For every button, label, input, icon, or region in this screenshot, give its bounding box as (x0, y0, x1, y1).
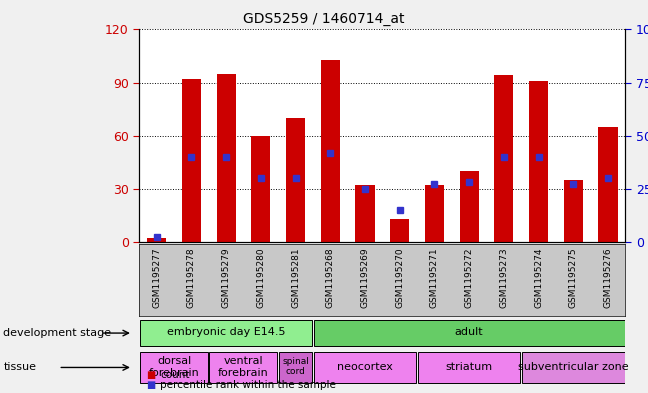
Text: GSM1195279: GSM1195279 (222, 247, 231, 308)
Bar (286, 118, 305, 242)
Bar (182, 79, 201, 242)
Bar (355, 185, 375, 242)
Bar (598, 127, 618, 242)
Text: dorsal
forebrain: dorsal forebrain (148, 356, 200, 378)
Bar (216, 73, 236, 242)
Bar (529, 81, 548, 242)
Text: ■: ■ (146, 370, 155, 380)
Text: percentile rank within the sample: percentile rank within the sample (160, 380, 336, 390)
Bar (140, 351, 208, 384)
Bar (390, 219, 410, 242)
Text: GSM1195281: GSM1195281 (291, 247, 300, 308)
Bar (314, 320, 625, 346)
Text: GSM1195273: GSM1195273 (500, 247, 508, 308)
Text: ■: ■ (146, 380, 155, 390)
Bar (425, 185, 444, 242)
Bar (140, 320, 312, 346)
Text: GDS5259 / 1460714_at: GDS5259 / 1460714_at (243, 12, 405, 26)
Text: GSM1195268: GSM1195268 (326, 247, 335, 308)
Text: GSM1195270: GSM1195270 (395, 247, 404, 308)
Bar (314, 351, 416, 384)
Text: GSM1195280: GSM1195280 (257, 247, 265, 308)
Bar (459, 171, 479, 242)
Text: GSM1195276: GSM1195276 (603, 247, 612, 308)
Text: development stage: development stage (3, 328, 111, 338)
Text: count: count (160, 370, 190, 380)
Text: ventral
forebrain: ventral forebrain (218, 356, 269, 378)
Bar (321, 59, 340, 242)
Text: spinal
cord: spinal cord (282, 357, 309, 376)
Text: GSM1195275: GSM1195275 (569, 247, 578, 308)
Text: GSM1195274: GSM1195274 (534, 247, 543, 308)
Text: adult: adult (455, 327, 483, 338)
Bar (494, 75, 513, 242)
Text: GSM1195272: GSM1195272 (465, 247, 474, 308)
Text: GSM1195271: GSM1195271 (430, 247, 439, 308)
Bar (522, 351, 625, 384)
Text: striatum: striatum (446, 362, 492, 372)
Bar (251, 136, 270, 242)
Bar (279, 351, 312, 384)
Text: GSM1195278: GSM1195278 (187, 247, 196, 308)
Text: subventricular zone: subventricular zone (518, 362, 629, 372)
Text: GSM1195269: GSM1195269 (360, 247, 369, 308)
Text: tissue: tissue (3, 362, 36, 373)
Bar (147, 238, 167, 242)
Text: neocortex: neocortex (337, 362, 393, 372)
Bar (209, 351, 277, 384)
Bar (564, 180, 583, 242)
Text: embryonic day E14.5: embryonic day E14.5 (167, 327, 285, 338)
Bar (418, 351, 520, 384)
Text: GSM1195277: GSM1195277 (152, 247, 161, 308)
